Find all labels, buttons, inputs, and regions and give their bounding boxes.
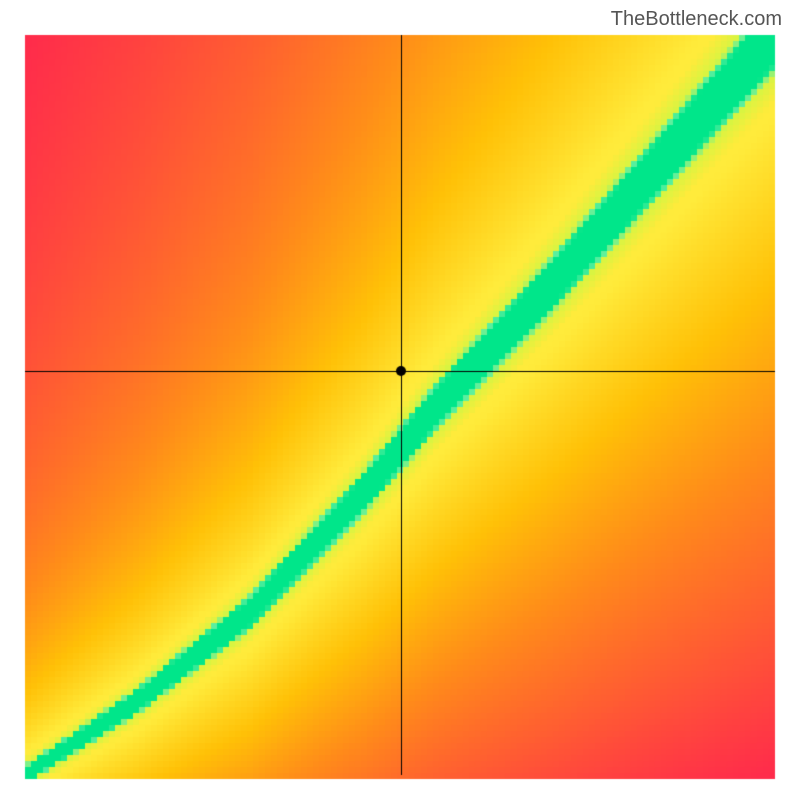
heatmap-canvas [0,0,800,800]
attribution-text: TheBottleneck.com [611,8,782,31]
